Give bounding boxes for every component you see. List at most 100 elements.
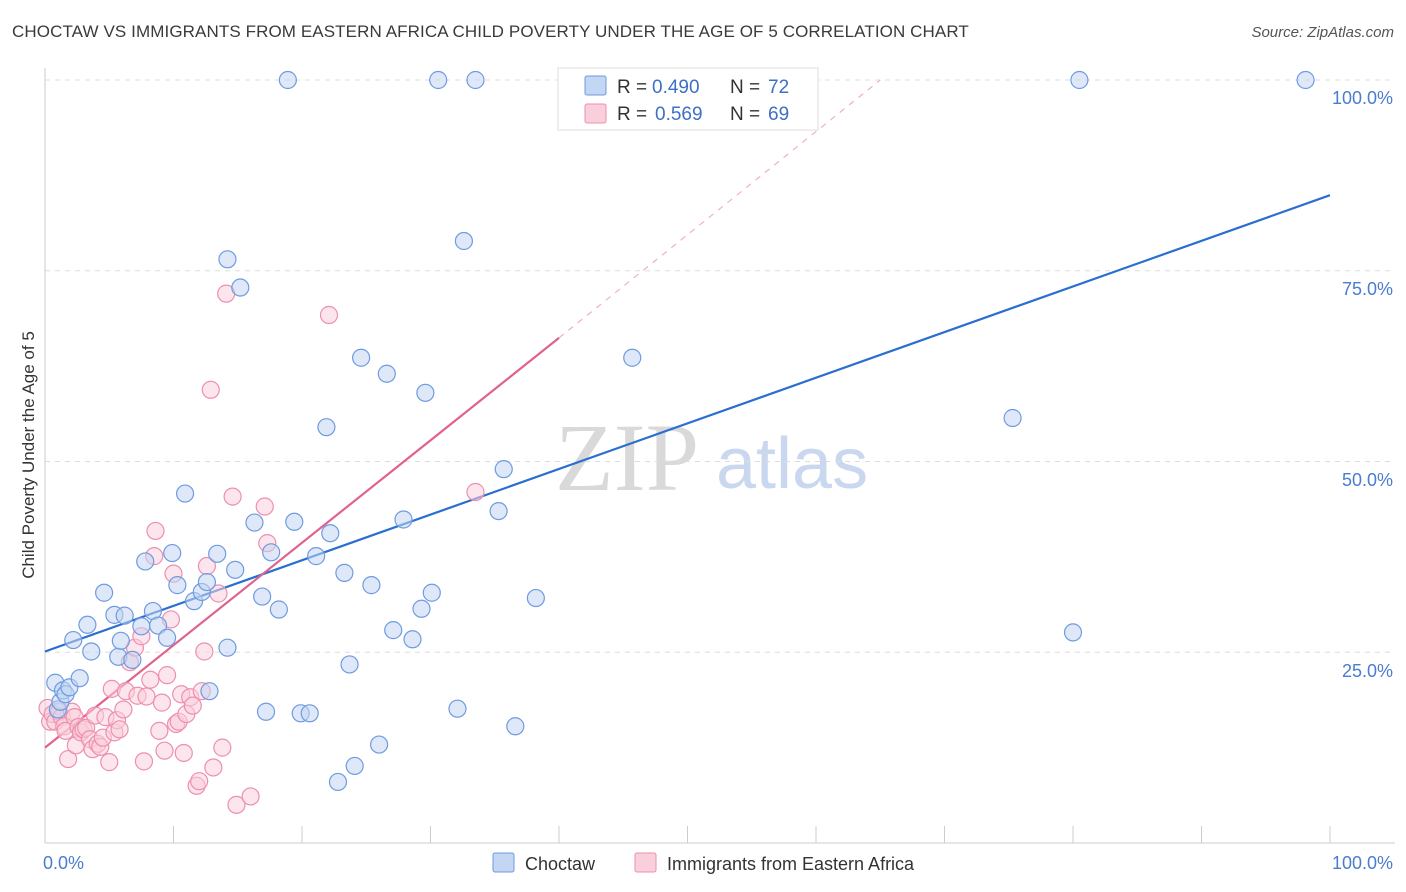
point-choctaw-54 <box>394 510 413 529</box>
legend-n-label-immigrants: N = <box>730 104 760 125</box>
legend-top: R = 0.490 N = 72 R = 0.569 N = 69 <box>557 67 819 131</box>
series-choctaw-points <box>46 70 1315 792</box>
point-immigrants-42 <box>157 666 177 685</box>
point-choctaw-32 <box>231 278 250 297</box>
point-immigrants-55 <box>195 642 214 661</box>
point-choctaw-31 <box>226 560 245 579</box>
point-choctaw-59 <box>429 70 448 90</box>
point-immigrants-65 <box>255 497 274 516</box>
point-choctaw-63 <box>489 501 508 521</box>
point-immigrants-68 <box>466 482 485 502</box>
point-choctaw-64 <box>494 460 513 479</box>
legend-r-label-choctaw: R = <box>617 77 647 98</box>
point-choctaw-10 <box>95 583 114 602</box>
legend-r-value-choctaw: 0.490 <box>652 77 700 98</box>
point-immigrants-34 <box>134 752 154 771</box>
watermark-atlas: atlas <box>716 424 868 504</box>
point-immigrants-35 <box>137 687 156 706</box>
point-choctaw-48 <box>345 756 364 776</box>
point-choctaw-43 <box>317 418 336 437</box>
point-choctaw-53 <box>384 621 403 640</box>
point-immigrants-51 <box>183 696 202 715</box>
point-choctaw-65 <box>506 717 525 736</box>
point-choctaw-41 <box>300 704 319 723</box>
point-immigrants-62 <box>223 487 242 506</box>
point-immigrants-38 <box>146 521 165 541</box>
point-choctaw-27 <box>200 682 219 701</box>
legend-bottom: Choctaw Immigrants from Eastern Africa <box>492 852 915 874</box>
point-choctaw-58 <box>422 583 441 602</box>
point-immigrants-40 <box>152 693 172 712</box>
trend-line-choctaw <box>44 194 1331 653</box>
series-immigrants-points <box>38 284 485 814</box>
x-tick-label-100: 100.0% <box>1332 853 1393 873</box>
y-axis-title: Child Poverty Under the Age of 5 <box>19 331 38 579</box>
point-immigrants-60 <box>213 738 232 757</box>
source-label: Source: ZipAtlas.com <box>1251 24 1394 41</box>
point-choctaw-17 <box>136 552 155 571</box>
point-immigrants-57 <box>201 380 220 399</box>
legend-swatch-immigrants <box>584 103 607 124</box>
point-choctaw-70 <box>1070 70 1089 90</box>
point-choctaw-20 <box>157 628 177 647</box>
point-choctaw-29 <box>218 638 237 657</box>
point-choctaw-47 <box>340 655 359 674</box>
point-choctaw-30 <box>218 250 237 269</box>
point-choctaw-28 <box>208 544 227 563</box>
y-tick-label-25: 25.0% <box>1342 661 1393 681</box>
point-choctaw-57 <box>416 383 435 402</box>
point-choctaw-39 <box>285 512 304 531</box>
legend-n-value-choctaw: 72 <box>768 77 789 98</box>
trend-line-immigrants <box>44 337 560 749</box>
legend-n-label-choctaw: N = <box>730 77 760 98</box>
point-choctaw-45 <box>328 772 348 792</box>
legend-r-label-immigrants: R = <box>617 104 647 125</box>
point-immigrants-64 <box>241 787 260 806</box>
y-tick-label-75: 75.0% <box>1342 279 1393 299</box>
y-tick-label-50: 50.0% <box>1342 470 1393 490</box>
point-choctaw-66 <box>526 588 545 608</box>
point-choctaw-46 <box>335 563 354 582</box>
point-choctaw-49 <box>352 348 371 367</box>
point-choctaw-56 <box>412 599 431 618</box>
point-immigrants-27 <box>110 720 129 739</box>
point-immigrants-48 <box>174 743 193 763</box>
watermark-zip: ZIP <box>555 404 699 511</box>
bottom-legend-swatch-choctaw <box>492 852 515 873</box>
point-immigrants-58 <box>204 758 223 777</box>
point-choctaw-69 <box>1063 623 1083 642</box>
point-choctaw-15 <box>123 650 142 669</box>
point-choctaw-8 <box>78 615 97 634</box>
point-immigrants-39 <box>150 721 169 740</box>
point-choctaw-61 <box>454 231 474 251</box>
point-immigrants-67 <box>319 305 339 325</box>
point-choctaw-34 <box>253 587 272 606</box>
point-choctaw-23 <box>175 484 195 503</box>
point-choctaw-44 <box>321 524 340 543</box>
bottom-legend-label-immigrants: Immigrants from Eastern Africa <box>667 854 915 874</box>
legend-swatch-choctaw <box>584 75 607 96</box>
point-immigrants-23 <box>100 753 119 772</box>
point-choctaw-22 <box>168 576 187 595</box>
trend-line-immigrants-extension <box>558 79 881 339</box>
point-choctaw-38 <box>278 70 297 90</box>
point-choctaw-36 <box>262 543 281 562</box>
point-choctaw-21 <box>163 543 182 563</box>
point-choctaw-7 <box>70 669 89 688</box>
point-choctaw-14 <box>115 606 134 625</box>
point-choctaw-16 <box>132 617 151 636</box>
chart-title: CHOCTAW VS IMMIGRANTS FROM EASTERN AFRIC… <box>12 22 969 41</box>
point-choctaw-60 <box>448 699 467 718</box>
point-immigrants-28 <box>114 700 133 719</box>
point-immigrants-8 <box>59 749 78 769</box>
point-choctaw-67 <box>623 348 642 367</box>
point-choctaw-35 <box>256 702 276 721</box>
point-immigrants-63 <box>227 795 246 814</box>
point-choctaw-68 <box>1003 408 1022 428</box>
legend-r-value-immigrants: 0.569 <box>655 104 703 125</box>
gridlines <box>45 79 1395 653</box>
x-tick-label-0: 0.0% <box>43 853 84 873</box>
point-choctaw-13 <box>111 631 130 650</box>
point-immigrants-41 <box>155 741 174 760</box>
trend-lines <box>44 79 1331 749</box>
